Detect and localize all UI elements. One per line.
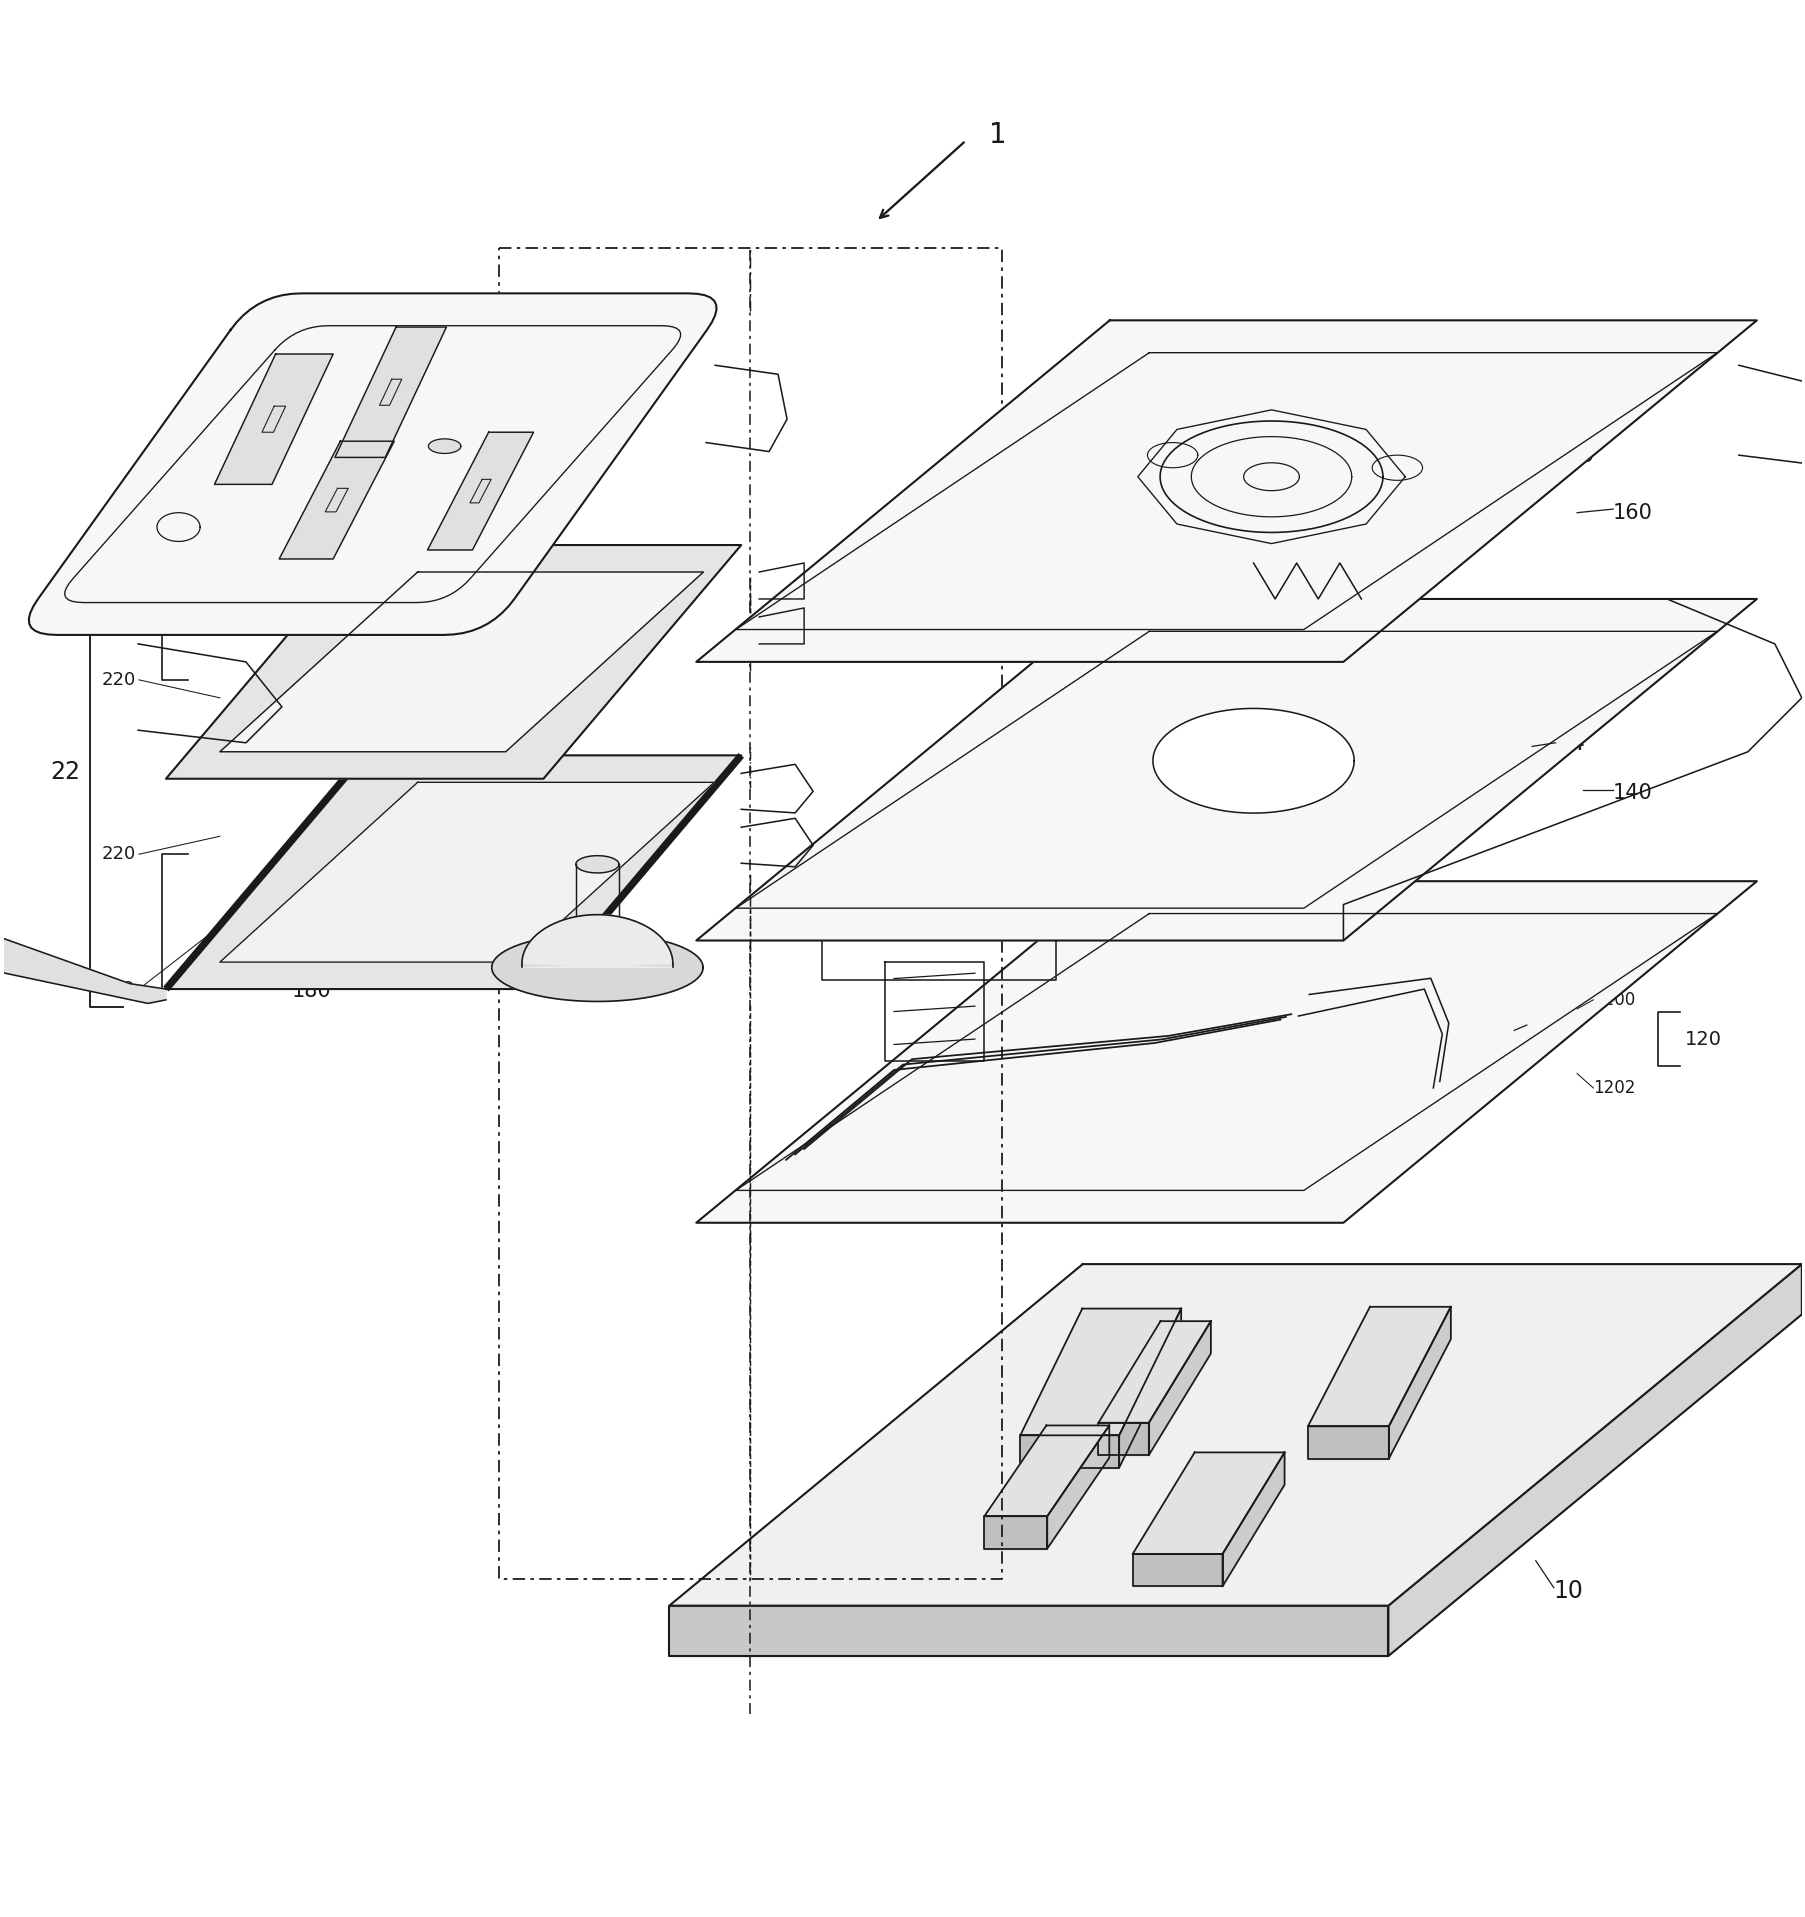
Polygon shape (1307, 1426, 1388, 1459)
Polygon shape (1132, 1453, 1283, 1555)
Polygon shape (215, 355, 332, 485)
Text: 1: 1 (989, 121, 1007, 150)
Polygon shape (29, 293, 717, 635)
Polygon shape (280, 441, 393, 560)
Polygon shape (697, 882, 1756, 1223)
Polygon shape (166, 544, 740, 778)
Text: 220: 220 (101, 671, 135, 688)
Polygon shape (1152, 709, 1354, 813)
Text: 20: 20 (513, 466, 543, 491)
Polygon shape (166, 755, 740, 989)
Polygon shape (428, 431, 532, 550)
Text: 22: 22 (51, 759, 79, 784)
Polygon shape (1020, 1436, 1119, 1468)
Text: 222: 222 (101, 980, 135, 999)
Polygon shape (1119, 1309, 1180, 1468)
Text: 14: 14 (1554, 730, 1585, 755)
Text: 18: 18 (466, 916, 496, 939)
Polygon shape (522, 914, 673, 968)
Text: 1202: 1202 (1592, 1079, 1635, 1097)
Polygon shape (984, 1426, 1108, 1516)
Text: 140: 140 (1612, 784, 1652, 803)
Polygon shape (984, 1516, 1047, 1549)
Text: 222: 222 (101, 537, 135, 554)
Polygon shape (220, 782, 713, 962)
Polygon shape (1222, 1453, 1283, 1587)
Polygon shape (220, 571, 704, 751)
Polygon shape (1097, 1321, 1209, 1422)
Polygon shape (670, 1263, 1801, 1606)
Text: 120: 120 (1684, 1029, 1720, 1049)
Text: 16: 16 (1563, 443, 1594, 468)
Polygon shape (428, 439, 460, 454)
Polygon shape (1148, 1321, 1209, 1455)
Polygon shape (334, 328, 446, 458)
Polygon shape (1020, 1309, 1180, 1436)
Polygon shape (170, 510, 363, 554)
Polygon shape (491, 934, 702, 1001)
Text: 10: 10 (1552, 1580, 1583, 1603)
Polygon shape (697, 320, 1756, 661)
Text: 220: 220 (101, 845, 135, 863)
Polygon shape (670, 1606, 1388, 1656)
Polygon shape (0, 939, 166, 1003)
Polygon shape (1097, 1422, 1148, 1455)
Polygon shape (1047, 1426, 1108, 1549)
Polygon shape (576, 855, 619, 872)
Text: 1200: 1200 (1592, 991, 1635, 1008)
Text: 160: 160 (1612, 502, 1652, 523)
Polygon shape (1132, 1555, 1222, 1587)
Polygon shape (1388, 1307, 1449, 1459)
Text: 12: 12 (1525, 1012, 1556, 1037)
Polygon shape (1307, 1307, 1449, 1426)
Text: 180: 180 (292, 982, 330, 1001)
Polygon shape (1388, 1263, 1801, 1656)
Polygon shape (697, 598, 1756, 941)
